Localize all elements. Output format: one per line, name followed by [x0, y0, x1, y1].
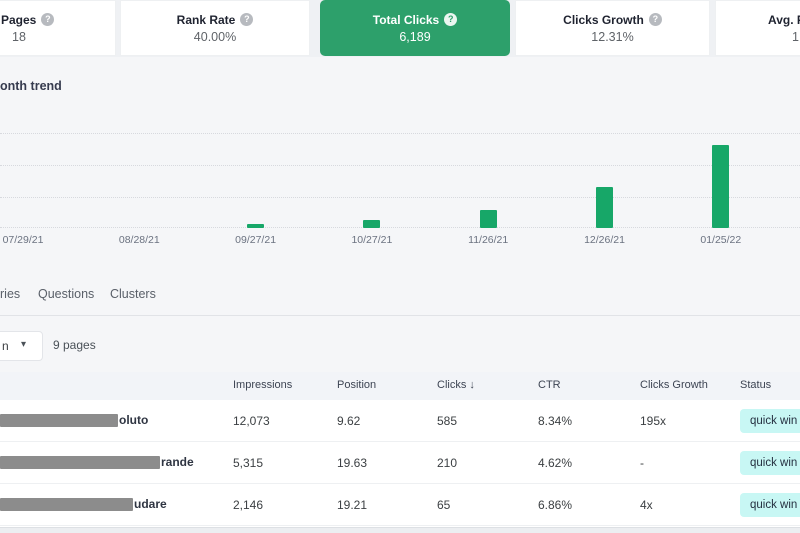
status-badge: quick win — [740, 451, 800, 475]
clicks-growth-value: - — [640, 456, 644, 470]
stat-card-value: 6,189 — [399, 29, 431, 44]
column-header-position[interactable]: Position — [337, 379, 377, 391]
stat-card-value: 18 — [12, 29, 26, 44]
x-axis-label: 07/29/21 — [2, 234, 44, 246]
column-header-clicks-text: Clicks — [437, 379, 467, 391]
stat-card-label: ed Pages ? — [0, 12, 55, 27]
tab-clusters[interactable]: Clusters — [110, 287, 156, 301]
stat-card-label-text: Total Clicks — [372, 12, 440, 27]
table-row[interactable]: rande 5,315 19.63 210 4.62% - quick win — [0, 442, 800, 484]
clicks-growth-value: 4x — [640, 498, 653, 512]
redacted-page-name — [0, 414, 118, 427]
stat-card-clicks-growth[interactable]: Clicks Growth ? 12.31% — [515, 0, 710, 56]
bottom-divider-strip — [0, 527, 800, 533]
redacted-page-name — [0, 498, 133, 511]
tab-questions[interactable]: Questions — [38, 287, 95, 301]
status-badge: quick win — [740, 409, 800, 433]
x-axis-label: 11/26/21 — [468, 234, 509, 246]
chart-bar — [479, 210, 497, 228]
table-header: Impressions Position Clicks ↓ CTR Clicks … — [0, 372, 800, 400]
tab-queries-partial[interactable]: ries — [0, 287, 21, 301]
ctr-value: 8.34% — [538, 414, 573, 428]
chart-gridline — [0, 227, 800, 228]
position-value: 19.21 — [337, 498, 368, 512]
stat-card-label-text: Avg. P — [768, 12, 800, 27]
stat-card-value: 1 — [792, 29, 799, 44]
filter-dropdown-value: n — [2, 339, 9, 353]
status-badge: quick win — [740, 493, 800, 517]
x-axis-label: 01/25/22 — [700, 234, 742, 246]
trend-section: onth trend 07/29/21 08/28/21 09/27/21 10/27… — [0, 57, 800, 372]
position-value: 9.62 — [337, 414, 361, 428]
column-header-ctr[interactable]: CTR — [538, 379, 561, 391]
stat-card-label-text: ed Pages — [0, 12, 37, 27]
help-icon[interactable]: ? — [648, 13, 662, 26]
stat-card-label-text: Rank Rate — [176, 12, 236, 27]
chart-bar — [712, 145, 730, 228]
x-axis-label: 10/27/21 — [351, 234, 393, 246]
x-axis-label: 12/26/21 — [584, 234, 625, 246]
stat-card-label: Rank Rate ? — [177, 13, 254, 27]
stat-card-ranked-pages[interactable]: ed Pages ? 18 — [0, 0, 116, 56]
stat-card-label: Total Clicks ? — [372, 12, 458, 27]
x-axis-label: 09/27/21 — [235, 234, 277, 246]
help-icon[interactable]: ? — [240, 13, 254, 26]
column-header-impressions[interactable]: Impressions — [233, 379, 293, 391]
stat-card-label-text: Clicks Growth — [563, 12, 644, 27]
clicks-value: 585 — [437, 414, 458, 428]
stat-card-value: 40.00% — [193, 29, 237, 44]
chart-bar — [363, 220, 381, 228]
chart-gridline — [0, 133, 800, 134]
chart-bar — [596, 187, 613, 228]
column-header-clicks-sorted[interactable]: Clicks ↓ — [437, 379, 475, 391]
stat-card-value: 12.31% — [591, 29, 634, 44]
stat-card-label: Clicks Growth ? — [563, 13, 662, 27]
ctr-value: 6.86% — [538, 498, 573, 512]
stat-card-avg-position[interactable]: Avg. P ? 1 — [715, 0, 800, 56]
clicks-growth-value: 195x — [640, 414, 667, 428]
table-row[interactable]: oluto 12,073 9.62 585 8.34% 195x quick win — [0, 400, 800, 442]
chevron-down-icon: ▾ — [21, 339, 27, 350]
stat-cards-strip: ed Pages ? 18 Rank Rate ? 40.00% Total C… — [0, 0, 800, 58]
column-header-status[interactable]: Status — [740, 379, 772, 391]
clicks-value: 65 — [437, 498, 451, 512]
clicks-value: 210 — [437, 456, 458, 470]
chart-gridline — [0, 197, 800, 198]
stat-card-total-clicks-selected[interactable]: Total Clicks ? 6,189 — [320, 0, 510, 56]
position-value: 19.63 — [337, 456, 368, 470]
impressions-value: 12,073 — [233, 414, 270, 428]
impressions-value: 5,315 — [233, 456, 264, 470]
stat-card-rank-rate[interactable]: Rank Rate ? 40.00% — [120, 0, 310, 56]
help-icon[interactable]: ? — [444, 13, 458, 26]
table-body: oluto 12,073 9.62 585 8.34% 195x quick win rand… — [0, 400, 800, 526]
impressions-value: 2,146 — [233, 498, 264, 512]
sort-descending-icon: ↓ — [469, 379, 475, 391]
filter-dropdown[interactable]: n ▾ — [0, 331, 43, 361]
chart-gridline — [0, 165, 800, 166]
stat-card-label: Avg. P ? — [716, 13, 800, 27]
page-name-fragment: oluto — [119, 413, 149, 427]
clicks-trend-chart: 07/29/21 08/28/21 09/27/21 10/27/21 11/26/21… — [0, 57, 800, 246]
chart-bar — [247, 224, 265, 228]
page-name-fragment: rande — [161, 455, 194, 469]
page-name-fragment: udare — [134, 497, 167, 511]
x-axis-label: 08/28/21 — [118, 234, 160, 246]
tabs-divider — [0, 315, 800, 316]
help-icon[interactable]: ? — [41, 13, 55, 26]
chart-title: onth trend — [0, 79, 62, 93]
redacted-page-name — [0, 456, 160, 469]
pages-count: 9 pages — [53, 338, 96, 352]
ctr-value: 4.62% — [538, 456, 573, 470]
column-header-clicks-growth[interactable]: Clicks Growth — [640, 379, 708, 391]
table-row[interactable]: udare 2,146 19.21 65 6.86% 4x quick win — [0, 484, 800, 526]
